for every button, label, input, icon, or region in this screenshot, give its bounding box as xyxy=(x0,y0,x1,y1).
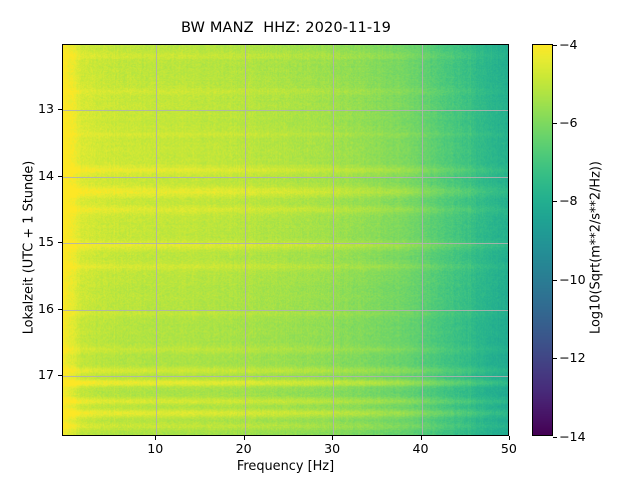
x-tick-mark xyxy=(508,436,510,440)
y-tick-mark xyxy=(58,242,62,244)
x-tick-mark xyxy=(243,436,245,440)
colorbar-tick-label: −8 xyxy=(559,193,578,209)
x-tick-mark xyxy=(155,436,157,440)
y-axis-label: Lokalzeit (UTC + 1 Stunde) xyxy=(21,160,37,335)
y-tick-mark xyxy=(58,175,62,177)
y-tick-mark xyxy=(58,375,62,377)
y-tick-label: 15 xyxy=(37,234,54,250)
colorbar-tick-label: −4 xyxy=(559,36,578,52)
gridline-horizontal xyxy=(63,309,508,311)
y-tick-label: 14 xyxy=(37,167,54,183)
gridline-horizontal xyxy=(63,376,508,378)
colorbar-label: Log10(Sqrt(m**2/s**2/Hz)) xyxy=(588,161,604,334)
x-tick-mark xyxy=(332,436,334,440)
colorbar-tick-label: −12 xyxy=(559,350,586,366)
colorbar[interactable] xyxy=(532,44,553,436)
x-tick-label: 30 xyxy=(324,441,341,456)
gridline-vertical xyxy=(333,45,335,435)
x-tick-label: 40 xyxy=(412,441,429,456)
x-tick-label: 20 xyxy=(235,441,252,456)
x-tick-mark xyxy=(420,436,422,440)
y-tick-mark xyxy=(58,109,62,111)
colorbar-tick-mark xyxy=(553,279,557,281)
colorbar-tick-label: −10 xyxy=(559,271,586,287)
colorbar-tick-mark xyxy=(553,201,557,203)
gridline-horizontal xyxy=(63,243,508,245)
x-tick-label: 50 xyxy=(500,441,517,456)
colorbar-tick-mark xyxy=(553,358,557,360)
gridline-horizontal xyxy=(63,176,508,178)
y-tick-mark xyxy=(58,308,62,310)
y-tick-label: 13 xyxy=(37,101,54,117)
y-tick-label: 17 xyxy=(37,367,54,383)
gridline-vertical xyxy=(244,45,246,435)
colorbar-tick-mark xyxy=(553,44,557,46)
gridline-vertical xyxy=(156,45,158,435)
x-axis-label: Frequency [Hz] xyxy=(236,459,335,474)
y-tick-label: 16 xyxy=(37,300,54,316)
gridline-horizontal xyxy=(63,110,508,112)
colorbar-tick-mark xyxy=(553,122,557,124)
colorbar-tick-mark xyxy=(553,436,557,438)
colorbar-tick-label: −14 xyxy=(559,428,586,444)
gridline-vertical xyxy=(421,45,423,435)
colorbar-tick-label: −6 xyxy=(559,114,578,130)
spectrogram-image xyxy=(63,45,508,435)
page-title: BW MANZ HHZ: 2020-11-19 xyxy=(180,19,392,36)
x-tick-label: 10 xyxy=(147,441,164,456)
spectrogram-axes[interactable] xyxy=(62,44,509,436)
colorbar-gradient xyxy=(533,45,552,435)
